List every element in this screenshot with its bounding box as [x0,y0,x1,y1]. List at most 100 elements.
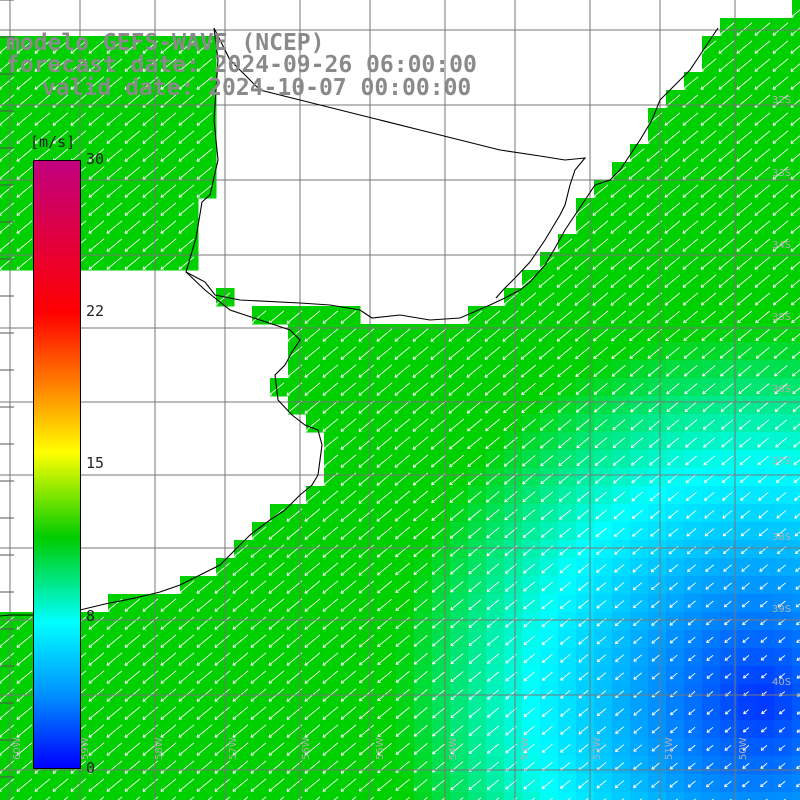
wind-arrow [160,40,177,54]
wind-arrow [700,274,717,288]
wind-arrow [700,76,717,90]
wind-arrow [631,509,643,520]
wind-arrow [578,599,589,609]
wind-arrow [760,762,768,769]
wind-arrow [160,724,177,738]
latitude-label: 32S [772,95,791,106]
wind-arrow [0,166,15,180]
wind-arrow [538,328,555,342]
wind-arrow [669,762,678,770]
wind-arrow [468,581,482,593]
wind-cell [630,792,649,800]
wind-arrow [685,491,697,501]
wind-cell [792,702,800,721]
wind-arrow [16,634,33,648]
wind-arrow [395,616,410,630]
wind-arrow [650,564,661,573]
wind-arrow [758,491,769,501]
wind-arrow [741,600,750,608]
wind-arrow [557,400,572,413]
wind-arrow [596,636,607,645]
wind-arrow [531,797,535,800]
wind-arrow [232,778,249,792]
wind-arrow [523,653,535,664]
wind-arrow [755,328,770,341]
wind-arrow [610,238,627,252]
wind-arrow [592,310,609,324]
wind-arrow [358,598,375,612]
wind-arrow [665,310,681,324]
wind-arrow [687,780,696,788]
wind-arrow [340,382,357,396]
wind-arrow [741,564,750,572]
wind-arrow [304,670,321,684]
wind-arrow [778,762,786,769]
wind-arrow [736,58,753,72]
wind-arrow [540,491,554,503]
wind-arrow [736,220,753,234]
wind-arrow [178,40,195,54]
wind-arrow [718,112,735,126]
wind-arrow [682,76,699,90]
wind-arrow [0,148,15,162]
wind-arrow [466,418,483,432]
wind-arrow [718,76,735,90]
wind-arrow [432,635,446,647]
wind-arrow [250,544,267,558]
wind-arrow [449,545,464,557]
wind-arrow [52,76,69,90]
wind-arrow [754,130,771,144]
wind-arrow [340,742,357,756]
wind-arrow [596,780,607,789]
wind-arrow [760,745,768,751]
wind-arrow [722,491,733,501]
wind-arrow [739,473,751,484]
wind-cell [576,792,595,800]
wind-arrow [340,778,357,792]
wind-arrow [377,778,393,792]
wind-arrow [612,455,626,466]
wind-cell [792,756,800,775]
wind-arrow [376,490,393,504]
wind-arrow [466,382,483,396]
wind-arrow [792,423,800,430]
wind-arrow [628,184,645,198]
wind-arrow [664,112,681,126]
wind-arrow [70,58,87,72]
wind-cell [792,378,800,397]
wind-arrow [684,419,698,430]
wind-arrow [441,797,446,800]
wind-arrow [703,455,715,466]
wind-arrow [358,562,375,576]
wind-arrow [214,562,231,576]
wind-arrow [700,238,717,252]
longitude-label: 58W [154,737,165,760]
wind-arrow [88,724,105,738]
plata-south-coastline [0,271,323,617]
wind-arrow [196,112,213,126]
wind-arrow [432,671,446,683]
wind-arrow [178,634,195,648]
wind-arrow [651,744,660,752]
wind-arrow [651,636,660,644]
wind-arrow [196,634,213,648]
wind-arrow [684,401,698,413]
wind-arrow [467,436,483,450]
wind-arrow [719,328,734,341]
wind-arrow [448,364,465,378]
wind-arrow [703,473,715,484]
wind-arrow [250,580,267,594]
wind-arrow [322,562,339,576]
wind-arrow [646,292,663,306]
wind-arrow [268,778,285,792]
wind-arrow [736,202,753,216]
wind-arrow [502,310,519,324]
wind-arrow [394,328,411,342]
wind-arrow [88,778,105,792]
wind-arrow [413,526,428,540]
wind-arrow [720,383,734,395]
wind-arrow [754,238,771,252]
wind-arrow [576,455,590,467]
wind-arrow [214,670,231,684]
wind-cell [522,792,541,800]
